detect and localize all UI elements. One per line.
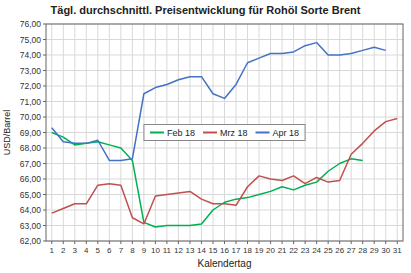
legend-entry: Apr 18 [273,128,300,138]
x-tick-label: 3 [73,246,78,255]
x-axis-label: Kalendertag [198,258,252,269]
x-tick-label: 25 [324,246,333,255]
y-tick-label: 70,00 [20,112,42,122]
y-tick-label: 67,00 [20,159,42,169]
x-grid-line [74,24,75,241]
x-tick-label: 19 [255,246,264,255]
lines [52,43,397,227]
x-tick-label: 9 [142,246,147,255]
y-tick-label: 75,00 [20,35,42,45]
x-grid-line [385,24,386,241]
legend: Feb 18 Mrz 18 Apr 18 [144,125,305,141]
y-tick-label: 68,00 [20,143,42,153]
chart: 62,00 63,00 64,00 65,00 66,00 67,00 68,00 69,00… [0,0,411,273]
y-tick-label: 73,00 [20,66,42,76]
x-tick-label: 16 [220,246,229,255]
y-tick-label: 76,00 [20,19,42,29]
x-tick-label: 21 [278,246,287,255]
y-tick-label: 72,00 [20,81,42,91]
plot-frame [46,24,403,241]
x-tick-label: 28 [358,246,367,255]
x-tick-label: 11 [163,246,172,255]
x-grid-line [328,24,329,241]
x-tick-label: 1 [50,246,55,255]
x-tick-label: 22 [289,246,298,255]
y-tick-label: 69,00 [20,128,42,138]
x-tick-label: 15 [209,246,218,255]
x-grid-line [362,24,363,241]
y-axis-label: USD/Barrel [2,110,12,156]
x-tick-label: 18 [243,246,252,255]
x-tick-label: 14 [197,246,206,255]
x-tick-label: 24 [312,246,321,255]
plot-area [46,24,403,241]
tick-labels: 62,00 63,00 64,00 65,00 66,00 67,00 68,00 69,00… [20,19,403,255]
x-tick-label: 12 [174,246,183,255]
x-grid-line [351,24,352,241]
series-line [52,43,386,161]
legend-entry: Feb 18 [167,128,195,138]
x-grid-line [339,24,340,241]
x-tick-label: 29 [370,246,379,255]
x-tick-label: 10 [151,246,160,255]
x-tick-label: 5 [96,246,101,255]
x-tick-label: 17 [232,246,241,255]
x-tick-label: 31 [393,246,402,255]
x-grid-line [97,24,98,241]
legend-swatch [150,132,164,134]
x-tick-label: 27 [347,246,356,255]
x-grid-line [120,24,121,241]
x-tick-label: 20 [266,246,275,255]
y-tick-label: 62,00 [20,236,42,246]
x-tick-label: 30 [381,246,390,255]
x-tick-label: 23 [301,246,310,255]
series-line [52,119,397,224]
legend-entry: Mrz 18 [220,128,248,138]
x-tick-label: 6 [107,246,112,255]
y-tick-label: 74,00 [20,50,42,60]
x-tick-label: 2 [61,246,66,255]
series-line [52,133,363,228]
x-tick-label: 8 [130,246,135,255]
x-grid-line [316,24,317,241]
x-tick-label: 7 [119,246,124,255]
y-tick-label: 64,00 [20,205,42,215]
x-grid-line [86,24,87,241]
x-grid-line [109,24,110,241]
y-tick-label: 66,00 [20,174,42,184]
title: Tägl. durchschnittl. Preisentwicklung fü… [51,4,361,16]
x-tick-label: 13 [185,246,194,255]
legend-box [144,125,305,141]
y-tick-label: 63,00 [20,221,42,231]
x-grid-line [374,24,375,241]
grid [46,24,403,241]
legend-swatch [203,132,217,134]
y-tick-label: 71,00 [20,97,42,107]
x-tick-label: 26 [335,246,344,255]
y-tick-label: 65,00 [20,190,42,200]
x-grid-line [397,24,398,241]
x-grid-line [132,24,133,241]
x-tick-label: 4 [84,246,89,255]
legend-swatch [256,132,270,134]
